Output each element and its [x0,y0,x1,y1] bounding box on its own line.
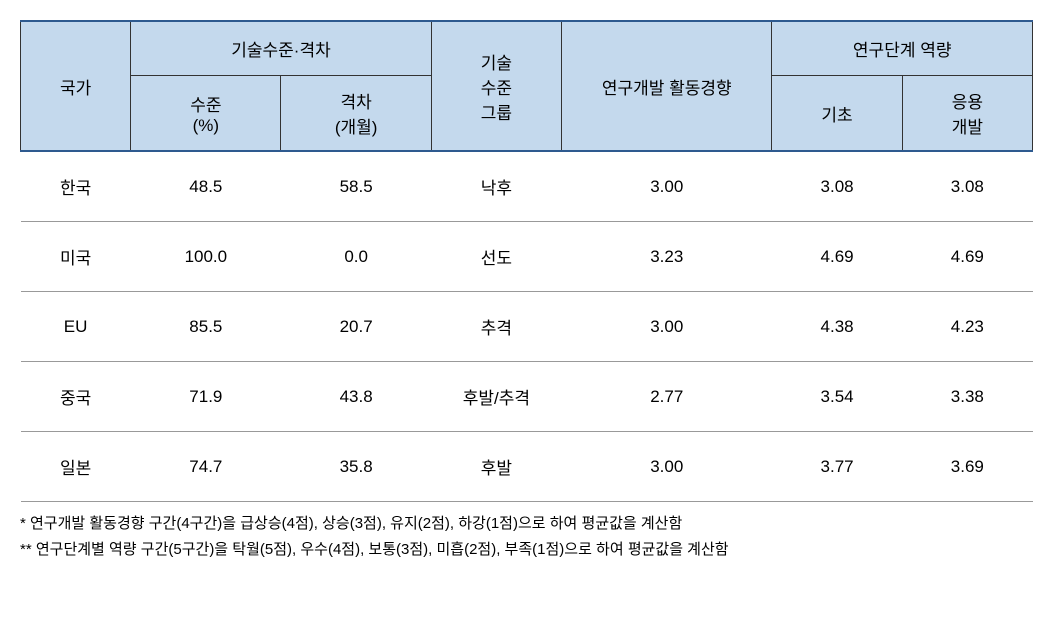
cell-applied: 3.38 [902,362,1032,432]
cell-trend: 3.00 [562,292,772,362]
cell-level: 100.0 [131,222,281,292]
table-row: 중국 71.9 43.8 후발/추격 2.77 3.54 3.38 [21,362,1033,432]
table-header: 국가 기술수준·격차 기술수준그룹 연구개발 활동경향 연구단계 역량 수준(%… [21,21,1033,151]
tech-level-table: 국가 기술수준·격차 기술수준그룹 연구개발 활동경향 연구단계 역량 수준(%… [20,20,1033,502]
table-row: EU 85.5 20.7 추격 3.00 4.38 4.23 [21,292,1033,362]
cell-gap: 58.5 [281,151,431,222]
cell-level: 85.5 [131,292,281,362]
cell-basic: 3.54 [772,362,902,432]
header-country: 국가 [21,21,131,151]
cell-trend: 3.00 [562,151,772,222]
cell-trend: 3.00 [562,432,772,502]
cell-applied: 4.23 [902,292,1032,362]
header-tech-group: 기술수준그룹 [431,21,561,151]
cell-country: EU [21,292,131,362]
cell-applied: 3.69 [902,432,1032,502]
table-row: 일본 74.7 35.8 후발 3.00 3.77 3.69 [21,432,1033,502]
footnote-2: ** 연구단계별 역량 구간(5구간)을 탁월(5점), 우수(4점), 보통(… [20,538,1033,562]
header-tech-level-gap: 기술수준·격차 [131,21,432,76]
cell-basic: 4.69 [772,222,902,292]
cell-trend: 2.77 [562,362,772,432]
table-body: 한국 48.5 58.5 낙후 3.00 3.08 3.08 미국 100.0 … [21,151,1033,502]
cell-applied: 3.08 [902,151,1032,222]
cell-gap: 35.8 [281,432,431,502]
cell-gap: 0.0 [281,222,431,292]
cell-basic: 4.38 [772,292,902,362]
cell-level: 74.7 [131,432,281,502]
cell-country: 미국 [21,222,131,292]
cell-country: 일본 [21,432,131,502]
cell-group: 추격 [431,292,561,362]
cell-country: 한국 [21,151,131,222]
header-research-capacity: 연구단계 역량 [772,21,1033,76]
footnotes: * 연구개발 활동경향 구간(4구간)을 급상승(4점), 상승(3점), 유지… [20,512,1033,562]
cell-basic: 3.77 [772,432,902,502]
cell-country: 중국 [21,362,131,432]
cell-basic: 3.08 [772,151,902,222]
header-basic: 기초 [772,76,902,152]
table-row: 미국 100.0 0.0 선도 3.23 4.69 4.69 [21,222,1033,292]
cell-level: 48.5 [131,151,281,222]
cell-gap: 43.8 [281,362,431,432]
cell-gap: 20.7 [281,292,431,362]
cell-applied: 4.69 [902,222,1032,292]
cell-trend: 3.23 [562,222,772,292]
header-gap-months: 격차(개월) [281,76,431,152]
header-level-pct: 수준(%) [131,76,281,152]
header-rd-trend: 연구개발 활동경향 [562,21,772,151]
cell-group: 후발/추격 [431,362,561,432]
cell-group: 후발 [431,432,561,502]
cell-level: 71.9 [131,362,281,432]
cell-group: 선도 [431,222,561,292]
footnote-1: * 연구개발 활동경향 구간(4구간)을 급상승(4점), 상승(3점), 유지… [20,512,1033,536]
cell-group: 낙후 [431,151,561,222]
table-row: 한국 48.5 58.5 낙후 3.00 3.08 3.08 [21,151,1033,222]
header-applied: 응용개발 [902,76,1032,152]
